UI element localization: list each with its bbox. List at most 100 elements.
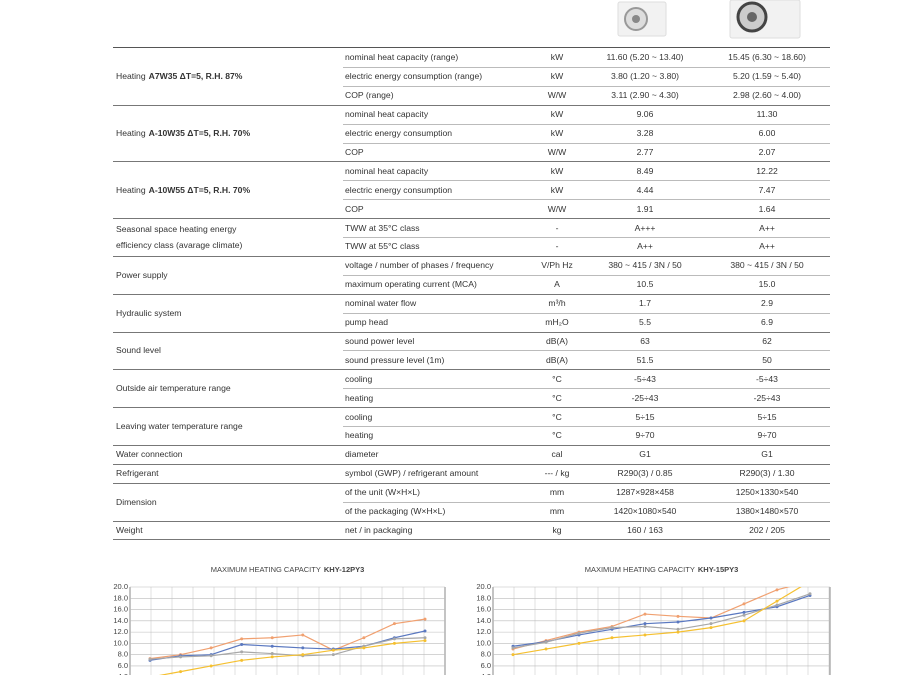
row-line xyxy=(113,47,830,48)
series-line xyxy=(158,639,426,675)
parameter: maximum operating current (MCA) xyxy=(345,279,477,290)
parameter: symbol (GWP) / refrigerant amount xyxy=(345,468,479,479)
value-model-1: 3.80 (1.20 ~ 3.80) xyxy=(610,71,680,82)
row-line xyxy=(113,444,830,446)
row-line xyxy=(113,161,830,163)
fan-hub xyxy=(632,15,640,23)
point xyxy=(544,640,548,644)
value-model-2: A++ xyxy=(759,241,775,252)
parameter: cooling xyxy=(345,373,373,384)
value-model-2: A++ xyxy=(759,222,775,233)
value-model-2: 2.07 xyxy=(758,146,776,157)
parameter: of the packaging (W×H×L) xyxy=(345,506,446,517)
point xyxy=(362,636,366,640)
group-label: Outside air temperature range xyxy=(116,380,231,396)
parameter: electric energy consumption xyxy=(345,184,452,195)
value-model-1: 160 / 163 xyxy=(627,524,663,535)
point xyxy=(610,636,614,640)
parameter: nominal heat capacity xyxy=(345,165,429,176)
point xyxy=(676,614,680,618)
point xyxy=(423,617,427,621)
parameter: COP (range) xyxy=(345,90,394,101)
parameter: sound power level xyxy=(345,335,415,346)
y-tick-label: 16.0 xyxy=(113,605,128,614)
point xyxy=(301,653,305,657)
point xyxy=(301,646,305,650)
y-tick-label: 20.0 xyxy=(476,582,491,591)
chart: MAXIMUM HEATING CAPACITY KHY-12PY3 20.0 18.… xyxy=(113,565,446,675)
value-model-1: 1.91 xyxy=(636,203,654,214)
unit: dB(A) xyxy=(546,354,568,365)
value-model-2: 1.64 xyxy=(758,203,776,214)
label-bold: A-10W35 ΔT=5, R.H. 70% xyxy=(148,128,251,139)
row-line xyxy=(113,539,830,541)
row-line xyxy=(113,463,830,465)
point xyxy=(775,603,779,607)
value-model-1: 63 xyxy=(640,335,650,346)
unit: mm xyxy=(549,506,565,517)
label-text: Weight xyxy=(116,524,143,535)
point xyxy=(742,610,746,614)
row-line xyxy=(343,237,830,238)
unit: kW xyxy=(550,71,564,82)
unit: - xyxy=(555,241,559,252)
unit: kg xyxy=(552,524,562,535)
y-tick-label: 14.0 xyxy=(476,616,491,625)
value-model-1: A+++ xyxy=(634,222,656,233)
parameter: of the unit (W×H×L) xyxy=(345,487,420,498)
unit: °C xyxy=(552,411,562,422)
value-model-1: 3.28 xyxy=(636,128,654,139)
product-images xyxy=(617,0,801,39)
y-tick-label: 4.0 xyxy=(481,672,491,675)
series-line xyxy=(512,593,811,649)
value-model-1: 8.49 xyxy=(636,165,654,176)
value-model-2: -25÷43 xyxy=(753,392,781,403)
point xyxy=(270,636,274,640)
series-line xyxy=(149,637,426,660)
y-tick-label: 8.0 xyxy=(118,650,128,659)
parameter: nominal water flow xyxy=(345,298,417,309)
y-tick-label: 18.0 xyxy=(476,593,491,602)
y-tick-label: 6.0 xyxy=(481,661,491,670)
point xyxy=(179,655,183,659)
point xyxy=(742,602,746,606)
row-line xyxy=(113,520,830,522)
point xyxy=(209,654,213,658)
label-text: efficiency class (avarage climate) xyxy=(116,240,243,250)
group-label: Weight xyxy=(116,522,143,538)
value-model-2: 6.9 xyxy=(761,317,773,328)
point xyxy=(577,641,581,645)
value-model-1: R290(3) / 0.85 xyxy=(617,468,673,479)
value-model-1: -25÷43 xyxy=(631,392,659,403)
parameter: cooling xyxy=(345,411,373,422)
point xyxy=(676,630,680,634)
value-model-2: 50 xyxy=(762,354,772,365)
value-model-1: A++ xyxy=(637,241,653,252)
parameter: TWW at 35°C class xyxy=(345,222,420,233)
parameter: electric energy consumption xyxy=(345,128,452,139)
parameter: COP xyxy=(345,203,364,214)
value-model-2: 15.45 (6.30 ~ 18.60) xyxy=(728,52,806,63)
point xyxy=(240,637,244,641)
y-tick-label: 12.0 xyxy=(476,627,491,636)
point xyxy=(240,643,244,647)
chart-title: MAXIMUM HEATING CAPACITY KHY-15PY3 xyxy=(585,565,739,574)
unit: °C xyxy=(552,373,562,384)
point xyxy=(423,639,427,643)
value-model-1: 380 ~ 415 / 3N / 50 xyxy=(608,260,682,271)
value-model-2: 5.20 (1.59 ~ 5.40) xyxy=(732,71,802,82)
point xyxy=(676,620,680,624)
parameter: voltage / number of phases / frequency xyxy=(345,260,494,271)
group-label: Heating A-10W55 ΔT=5, R.H. 70% xyxy=(116,182,250,198)
label-text: Outside air temperature range xyxy=(116,383,231,394)
label-text: Heating xyxy=(116,128,146,139)
value-model-1: 2.77 xyxy=(636,146,654,157)
value-model-2: 6.00 xyxy=(758,128,776,139)
parameter: TWW at 55°C class xyxy=(345,241,420,252)
parameter: heating xyxy=(345,392,374,403)
point xyxy=(148,657,152,661)
value-model-2: 7.47 xyxy=(758,184,776,195)
row-line xyxy=(343,388,830,390)
point xyxy=(643,622,647,626)
point xyxy=(331,648,335,652)
